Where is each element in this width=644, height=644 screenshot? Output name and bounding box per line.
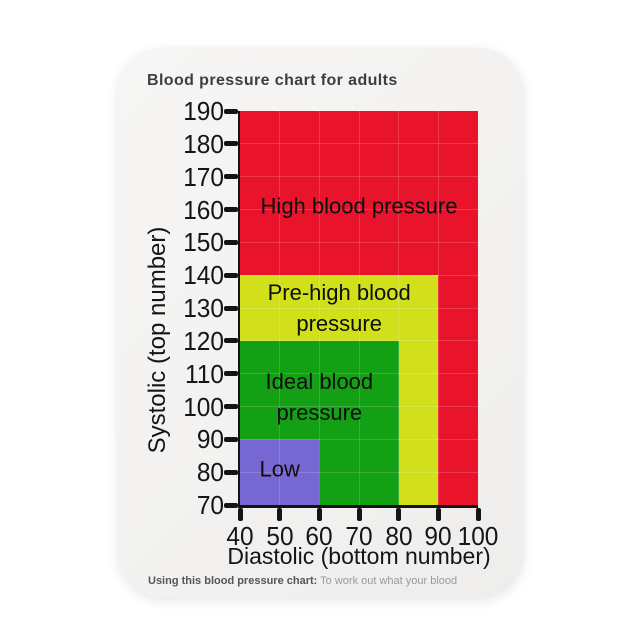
footer-note-text: To work out what your blood (317, 575, 458, 587)
gridline-horizontal (240, 307, 478, 309)
region-label-high-blood-pressure: High blood pressure (260, 193, 458, 219)
region-low (240, 439, 320, 505)
y-tick (224, 305, 238, 311)
x-tick (237, 508, 243, 521)
y-tick (224, 371, 238, 377)
x-tick (396, 508, 402, 521)
region-label-low: Low (259, 456, 300, 482)
y-tick (224, 108, 238, 114)
gridline-vertical (398, 111, 400, 505)
y-tick-label: 180 (183, 128, 224, 159)
x-tick (475, 508, 481, 521)
y-tick-label: 80 (196, 457, 224, 488)
page-title: Blood pressure chart for adults (147, 72, 398, 89)
region-label-pre-high-blood-pressure: Pre-high blood pressure (267, 280, 411, 336)
footer-note: Using this blood pressure chart: To work… (148, 575, 516, 587)
y-tick-label: 170 (183, 161, 224, 192)
y-tick (224, 174, 238, 180)
y-tick-label: 120 (183, 325, 224, 356)
region-label-ideal-blood-pressure: Ideal blood pressure (265, 368, 374, 425)
x-tick (356, 508, 362, 521)
x-tick-label: 100 (457, 521, 499, 551)
y-tick (224, 469, 238, 475)
y-tick-label: 160 (183, 194, 224, 225)
x-tick-label: 60 (305, 521, 333, 551)
y-tick-label: 130 (183, 293, 224, 323)
y-tick-label: 70 (196, 490, 224, 520)
y-tick (224, 436, 238, 442)
x-tick (316, 508, 322, 521)
x-tick (277, 508, 283, 521)
blood-pressure-chart: High blood pressure Pre-high blood pressu… (118, 48, 524, 598)
y-tick-label: 150 (183, 227, 224, 258)
gridline-vertical (358, 111, 360, 505)
y-tick (224, 239, 238, 245)
y-tick-label: 190 (183, 96, 224, 126)
x-tick-label: 40 (226, 521, 254, 551)
y-tick (224, 207, 238, 212)
gridline-horizontal (240, 373, 478, 375)
y-tick (224, 338, 238, 344)
y-tick (224, 141, 238, 147)
gridline-horizontal (240, 274, 478, 276)
y-tick (224, 404, 238, 409)
gridline-horizontal (240, 209, 478, 210)
gridline-horizontal (240, 340, 478, 342)
gridline-horizontal (240, 176, 478, 178)
gridline-horizontal (240, 471, 478, 473)
gridline-horizontal (240, 406, 478, 407)
y-tick (224, 272, 238, 278)
magnet-card: Blood pressure chart for adults High blo… (118, 48, 524, 598)
y-tick-label: 100 (183, 391, 224, 422)
x-tick-label: 50 (266, 521, 294, 551)
gridline-vertical (318, 111, 320, 505)
y-tick-label: 110 (185, 358, 224, 389)
gridline-horizontal (240, 143, 478, 145)
x-tick (435, 508, 441, 521)
x-tick-label: 90 (424, 521, 452, 551)
x-axis-title: Diastolic (bottom number) (227, 543, 491, 569)
y-tick-label: 90 (196, 424, 224, 455)
gridline-vertical (279, 111, 281, 505)
x-tick-label: 70 (345, 521, 373, 551)
footer-note-bold: Using this blood pressure chart: (148, 575, 318, 587)
gridline-horizontal (240, 241, 478, 243)
gridline-horizontal (240, 438, 478, 440)
y-tick-label: 140 (183, 260, 224, 291)
gridline-vertical (437, 111, 439, 505)
plot-area: High blood pressure Pre-high blood pressu… (238, 111, 478, 508)
y-tick (224, 502, 238, 508)
x-tick-label: 80 (385, 521, 413, 551)
